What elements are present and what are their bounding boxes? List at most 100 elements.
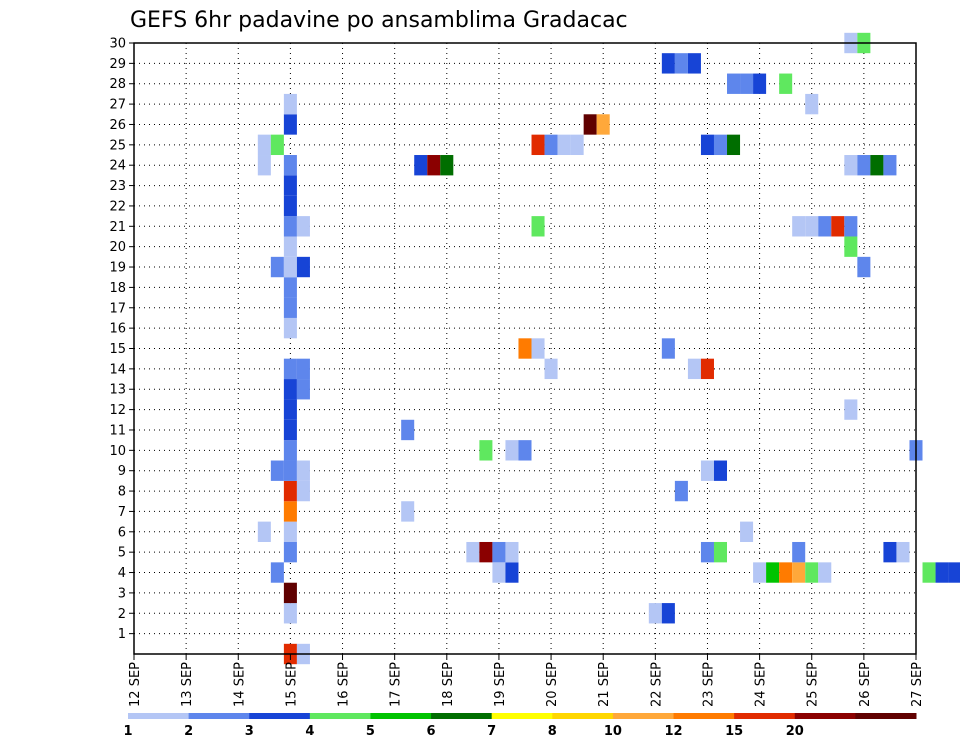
y-tick-label: 5	[118, 546, 126, 561]
data-cell	[713, 460, 728, 481]
y-tick-label: 12	[109, 403, 126, 418]
data-cell	[505, 562, 519, 583]
data-cell	[505, 440, 519, 461]
data-cell	[740, 521, 754, 542]
data-cell	[700, 541, 714, 563]
data-cell	[544, 358, 558, 380]
x-tick-label: 18 SEP	[441, 662, 456, 707]
data-cell	[283, 317, 297, 339]
colorbar-swatch	[491, 713, 553, 719]
data-cell	[857, 256, 871, 278]
colorbar-label: 10	[604, 724, 622, 739]
y-tick-label: 1	[118, 627, 126, 642]
data-cell	[948, 562, 960, 583]
data-cell	[283, 277, 297, 298]
x-tick-label: 20 SEP	[545, 662, 560, 707]
data-cell	[674, 480, 688, 502]
colorbar-label: 8	[548, 724, 557, 739]
data-cell	[283, 216, 297, 237]
x-axis: 12 SEP 13 SEP 14 SEP 15 SEP 16 SEP 17 SEP 18 S…	[128, 654, 925, 707]
data-cell	[648, 603, 662, 624]
colorbar-label: 5	[366, 724, 375, 739]
data-cells	[257, 32, 960, 665]
y-tick-label: 28	[109, 77, 126, 92]
data-cell	[531, 216, 545, 237]
data-cell	[270, 460, 284, 481]
data-cell	[440, 155, 454, 176]
x-tick-label: 14 SEP	[232, 662, 247, 707]
data-cell	[296, 256, 310, 278]
data-cell	[661, 338, 675, 359]
data-cell	[792, 562, 806, 583]
data-cell	[283, 521, 297, 542]
data-cell	[401, 419, 415, 441]
y-tick-label: 25	[109, 138, 126, 153]
data-cell	[870, 155, 884, 176]
data-cell	[818, 216, 832, 237]
data-cell	[492, 541, 506, 563]
y-tick-label: 21	[109, 220, 126, 235]
data-cell	[283, 541, 297, 563]
colorbar-label: 3	[245, 724, 254, 739]
data-cell	[296, 216, 310, 237]
data-cell	[492, 562, 506, 583]
colorbar-label: 7	[487, 724, 496, 739]
data-cell	[283, 399, 297, 420]
data-cell	[844, 216, 858, 237]
x-tick-label: 17 SEP	[389, 662, 404, 707]
data-cell	[283, 501, 297, 522]
colorbar-label: 4	[305, 724, 314, 739]
y-tick-label: 29	[109, 57, 126, 72]
y-tick-label: 3	[118, 586, 126, 601]
colorbar-swatch	[794, 713, 856, 719]
data-cell	[544, 134, 558, 156]
data-cell	[466, 541, 480, 563]
data-cell	[283, 603, 297, 624]
colorbar-swatch	[309, 713, 371, 719]
data-cell	[283, 460, 297, 481]
y-tick-label: 20	[109, 240, 126, 255]
colorbar-label: 1	[123, 724, 132, 739]
data-cell	[844, 236, 858, 257]
colorbar-label: 12	[664, 724, 682, 739]
y-tick-label: 23	[109, 179, 126, 194]
data-cell	[283, 358, 297, 380]
x-tick-label: 26 SEP	[858, 662, 873, 707]
y-tick-label: 10	[109, 444, 126, 459]
y-tick-label: 15	[109, 342, 126, 357]
colorbar-swatch	[734, 713, 796, 719]
data-cell	[805, 562, 819, 583]
y-tick-label: 7	[118, 505, 126, 520]
data-cell	[753, 73, 767, 94]
data-cell	[687, 53, 701, 74]
data-cell	[296, 379, 310, 400]
colorbar-swatch	[855, 713, 917, 719]
data-cell	[414, 155, 428, 176]
colorbar-swatch	[188, 713, 250, 719]
data-cell	[401, 501, 415, 522]
data-cell	[727, 134, 741, 156]
data-cell	[687, 358, 701, 380]
colorbar-label: 20	[786, 724, 804, 739]
data-cell	[674, 53, 688, 74]
data-cell	[283, 379, 297, 400]
data-cell	[257, 155, 271, 176]
colorbar-swatch	[552, 713, 614, 719]
y-tick-label: 9	[118, 464, 126, 479]
y-tick-label: 8	[118, 485, 126, 500]
y-tick-label: 13	[109, 383, 126, 398]
y-tick-label: 27	[109, 98, 126, 113]
x-tick-label: 15 SEP	[284, 662, 299, 707]
colorbar-label: 2	[184, 724, 193, 739]
colorbar-label: 6	[427, 724, 436, 739]
data-cell	[531, 134, 545, 156]
data-cell	[283, 114, 297, 135]
data-cell	[596, 114, 610, 135]
x-tick-label: 19 SEP	[493, 662, 508, 707]
data-cell	[700, 460, 714, 481]
data-cell	[479, 440, 493, 461]
data-cell	[700, 134, 714, 156]
y-tick-label: 17	[109, 301, 126, 316]
data-cell	[283, 155, 297, 176]
data-cell	[283, 195, 297, 217]
